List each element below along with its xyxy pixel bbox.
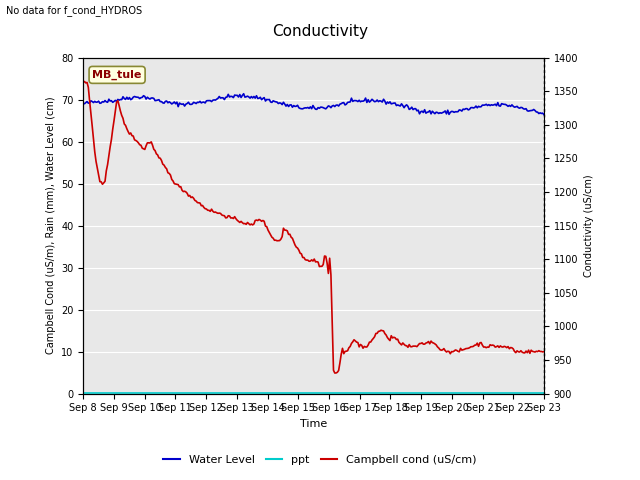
Y-axis label: Campbell Cond (uS/m), Rain (mm), Water Level (cm): Campbell Cond (uS/m), Rain (mm), Water L… [45,97,56,354]
X-axis label: Time: Time [300,419,327,429]
Legend: Water Level, ppt, Campbell cond (uS/cm): Water Level, ppt, Campbell cond (uS/cm) [159,451,481,469]
Text: MB_tule: MB_tule [92,70,142,80]
Text: Conductivity: Conductivity [272,24,368,39]
Y-axis label: Conductivity (uS/cm): Conductivity (uS/cm) [584,174,594,277]
Text: No data for f_cond_HYDROS: No data for f_cond_HYDROS [6,5,143,16]
